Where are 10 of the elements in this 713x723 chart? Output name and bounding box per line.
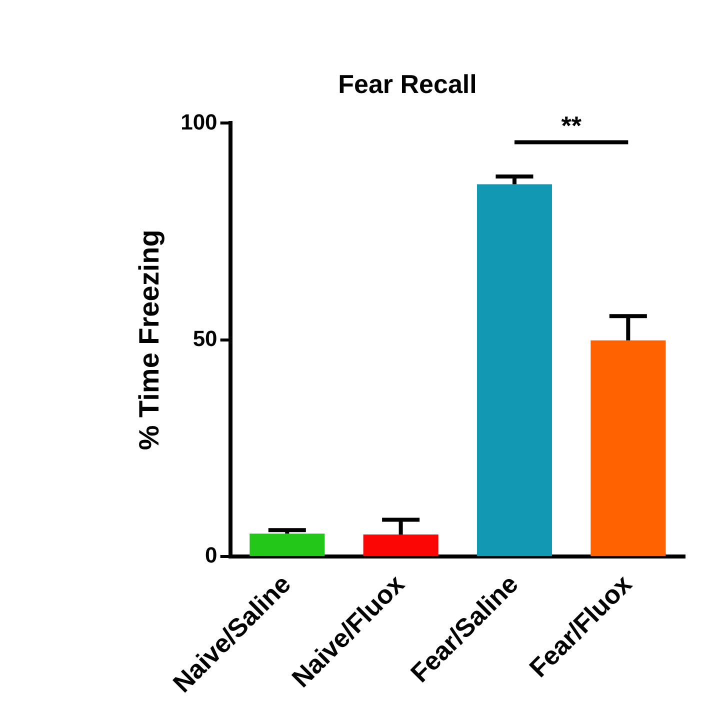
y-tick-label: 100 (180, 109, 218, 134)
y-tick-label: 50 (192, 326, 218, 351)
bar (250, 534, 325, 556)
annotation: ** (561, 110, 582, 140)
bar (476, 184, 552, 556)
bar (590, 340, 666, 556)
y-axis-title: % Time Freezing (134, 230, 165, 450)
y-tick-label: 0 (205, 542, 218, 568)
bar (363, 534, 438, 556)
chart-title: Fear Recall (338, 68, 477, 99)
